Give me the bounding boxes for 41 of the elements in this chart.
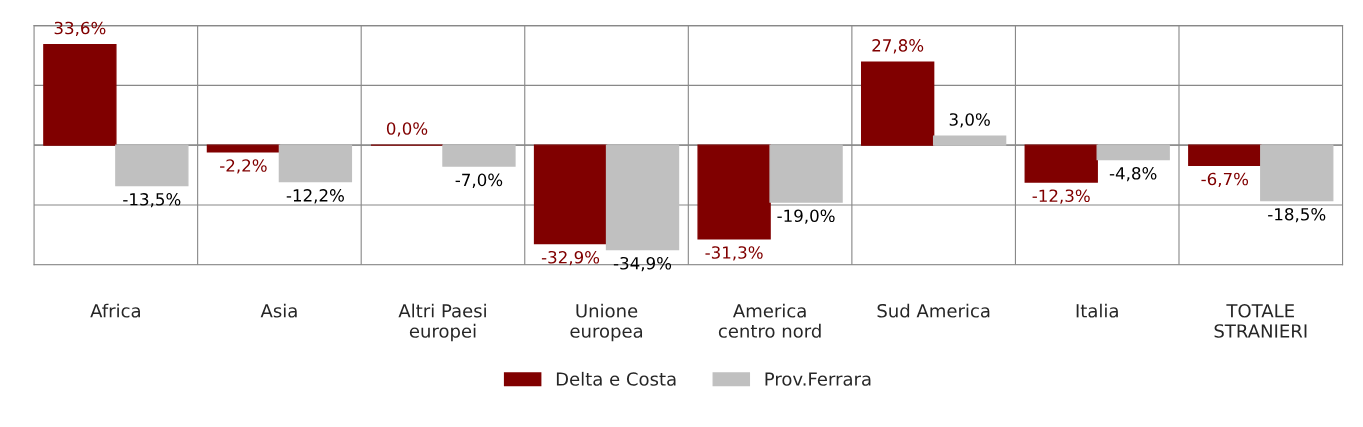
bar	[442, 144, 516, 167]
bar	[533, 144, 608, 245]
data-label: -12,2%	[286, 189, 344, 204]
x-tick-label: Italia	[1076, 303, 1118, 318]
x-tick-label: Africa	[90, 303, 140, 318]
data-label: -7,0%	[455, 173, 503, 188]
x-tick-label: Asia	[260, 303, 297, 318]
data-label: -12,3%	[1032, 189, 1090, 204]
x-tick-label: America centro nord	[718, 303, 821, 338]
data-label: -6,7%	[1201, 172, 1249, 187]
data-label: -32,9%	[541, 250, 600, 266]
data-label: 27,8%	[872, 39, 924, 54]
bar	[115, 144, 189, 187]
legend-label: Prov.Ferrara	[765, 372, 871, 386]
bar	[932, 135, 1007, 146]
data-label: -13,5%	[123, 193, 181, 208]
bar	[1188, 144, 1262, 166]
bar	[1260, 144, 1334, 202]
data-label: -4,8%	[1109, 167, 1157, 182]
x-tick-label: TOTALE STRANIERI	[1214, 303, 1307, 338]
bar	[43, 44, 117, 146]
data-label: -19,0%	[777, 209, 835, 224]
bar	[697, 144, 771, 240]
data-label: 33,6%	[54, 21, 106, 37]
bar	[769, 144, 843, 203]
data-label: 3,0%	[949, 113, 990, 128]
data-label: -2,2%	[220, 159, 267, 174]
data-label: -34,9%	[613, 256, 672, 272]
legend-label: Delta e Costa	[556, 371, 676, 386]
bar	[1096, 144, 1170, 161]
bar	[860, 61, 935, 146]
x-tick-label: Altri Paesi europei	[398, 303, 486, 342]
bar	[206, 144, 281, 153]
bar	[1024, 144, 1098, 183]
x-tick-label: Sud America	[877, 303, 990, 318]
bar	[278, 144, 353, 183]
data-label: -18,5%	[1268, 207, 1326, 223]
data-label: -31,3%	[705, 246, 763, 261]
x-tick-label: Unione europea	[570, 303, 643, 342]
data-label: 0,0%	[386, 122, 428, 137]
bar	[605, 144, 680, 251]
